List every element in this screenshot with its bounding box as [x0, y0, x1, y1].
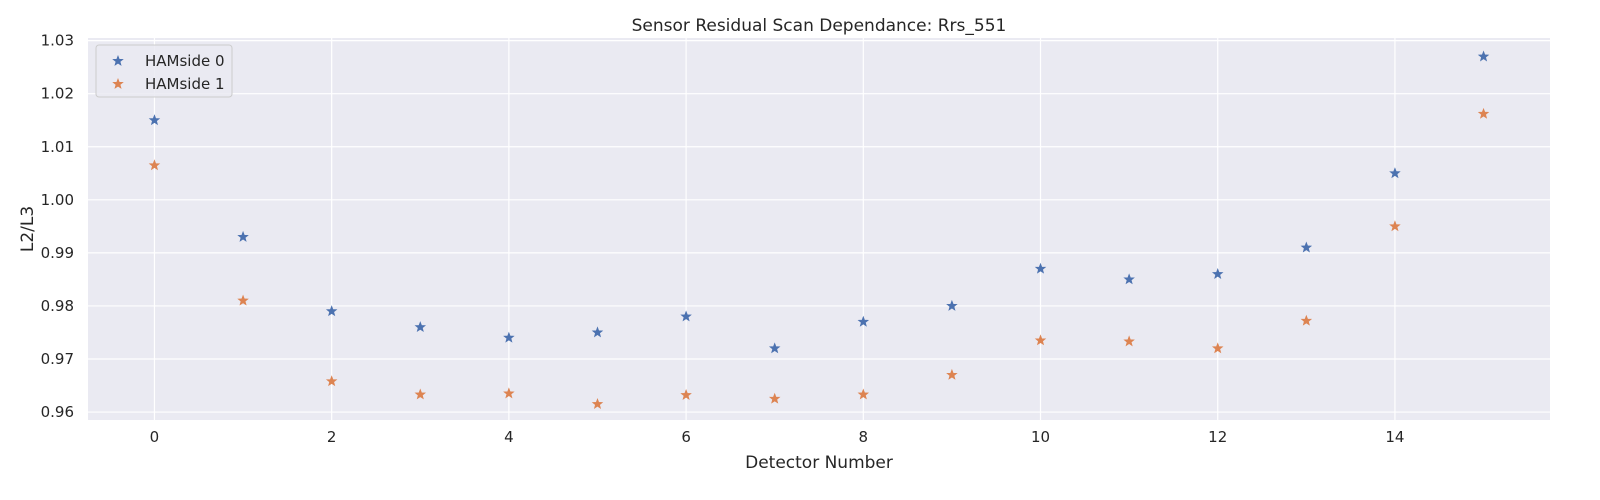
x-tick-label: 2 [327, 428, 337, 446]
data-point-series-1 [946, 368, 958, 380]
data-point-series-0 [1477, 50, 1490, 62]
x-tick-label: 14 [1385, 428, 1404, 446]
data-point-series-0 [768, 342, 781, 354]
data-point-series-1 [768, 392, 781, 404]
x-axis-ticks: 0 2 4 6 8 10 12 14 [150, 428, 1405, 446]
x-tick-label: 0 [150, 428, 160, 446]
data-point-series-0 [414, 321, 427, 333]
data-point-series-1 [1300, 314, 1313, 326]
data-point-series-1 [325, 375, 338, 387]
data-point-series-1 [857, 388, 870, 400]
legend-marker [112, 77, 124, 89]
y-tick-label: 1.03 [41, 32, 74, 50]
legend-marker [112, 54, 124, 66]
legend-label: HAMside 0 [145, 52, 225, 70]
y-tick-label: 0.98 [41, 297, 74, 315]
y-tick-label: 1.01 [41, 138, 74, 156]
data-points [148, 50, 1490, 409]
data-point-series-1 [1123, 335, 1135, 347]
y-tick-label: 1.00 [41, 191, 74, 209]
data-point-series-0 [148, 114, 161, 126]
data-point-series-0 [1034, 262, 1047, 274]
legend: HAMside 0 HAMside 1 [95, 44, 233, 98]
x-tick-label: 8 [859, 428, 869, 446]
plot-area [88, 38, 1550, 420]
y-axis-label: L2/L3 [18, 206, 38, 252]
x-tick-label: 10 [1031, 428, 1050, 446]
data-point-series-1 [237, 294, 249, 306]
data-point-series-0 [591, 326, 604, 338]
data-point-series-1 [503, 387, 515, 399]
data-point-series-0 [1123, 273, 1135, 285]
data-point-series-0 [1389, 167, 1401, 179]
y-tick-label: 0.97 [41, 350, 74, 368]
data-point-series-1 [591, 398, 604, 409]
legend-label: HAMside 1 [145, 75, 225, 93]
data-point-series-0 [325, 305, 338, 317]
data-point-series-1 [1477, 107, 1490, 119]
data-point-series-1 [1389, 220, 1401, 232]
data-point-series-1 [1034, 334, 1047, 346]
x-tick-label: 6 [681, 428, 691, 446]
y-axis-ticks: 0.96 0.97 0.98 0.99 1.00 1.01 1.02 1.03 [41, 32, 74, 421]
data-point-series-0 [1300, 241, 1313, 253]
data-point-series-0 [946, 299, 958, 311]
data-point-series-1 [414, 388, 427, 400]
data-point-series-1 [680, 389, 692, 400]
y-tick-label: 0.96 [41, 403, 74, 421]
data-point-series-1 [148, 159, 161, 171]
data-point-series-0 [857, 315, 870, 327]
y-tick-label: 1.02 [41, 85, 74, 103]
data-point-series-0 [680, 310, 692, 322]
x-tick-label: 12 [1208, 428, 1227, 446]
data-point-series-0 [237, 230, 249, 242]
x-tick-label: 4 [504, 428, 514, 446]
data-point-series-1 [1211, 342, 1224, 354]
x-axis-label: Detector Number [745, 453, 893, 473]
chart-title: Sensor Residual Scan Dependance: Rrs_551 [632, 16, 1007, 36]
data-point-series-0 [1211, 268, 1224, 279]
legend-frame [95, 44, 233, 98]
data-point-series-0 [503, 331, 515, 343]
y-tick-label: 0.99 [41, 244, 74, 262]
